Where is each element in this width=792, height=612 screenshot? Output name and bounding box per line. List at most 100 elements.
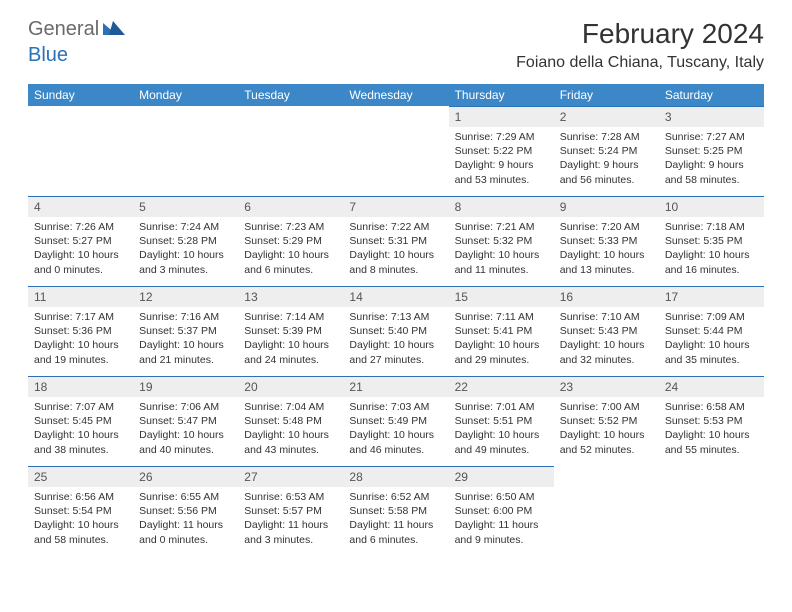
day-header: Monday [133, 84, 238, 106]
day-number: 20 [238, 376, 343, 397]
calendar-day-cell: 12Sunrise: 7:16 AMSunset: 5:37 PMDayligh… [133, 286, 238, 376]
day-details: Sunrise: 7:21 AMSunset: 5:32 PMDaylight:… [449, 217, 554, 283]
day-header: Sunday [28, 84, 133, 106]
day-details: Sunrise: 7:23 AMSunset: 5:29 PMDaylight:… [238, 217, 343, 283]
calendar-week-row: 25Sunrise: 6:56 AMSunset: 5:54 PMDayligh… [28, 466, 764, 556]
calendar-day-cell: 11Sunrise: 7:17 AMSunset: 5:36 PMDayligh… [28, 286, 133, 376]
day-details: Sunrise: 7:04 AMSunset: 5:48 PMDaylight:… [238, 397, 343, 463]
day-details: Sunrise: 6:56 AMSunset: 5:54 PMDaylight:… [28, 487, 133, 553]
day-details: Sunrise: 7:11 AMSunset: 5:41 PMDaylight:… [449, 307, 554, 373]
day-number: 26 [133, 466, 238, 487]
day-number: 23 [554, 376, 659, 397]
day-details: Sunrise: 7:03 AMSunset: 5:49 PMDaylight:… [343, 397, 448, 463]
calendar-day-cell: 28Sunrise: 6:52 AMSunset: 5:58 PMDayligh… [343, 466, 448, 556]
calendar-day-cell: 16Sunrise: 7:10 AMSunset: 5:43 PMDayligh… [554, 286, 659, 376]
calendar-day-cell: 1Sunrise: 7:29 AMSunset: 5:22 PMDaylight… [449, 106, 554, 196]
day-details: Sunrise: 7:20 AMSunset: 5:33 PMDaylight:… [554, 217, 659, 283]
brand-logo: General [28, 18, 127, 41]
calendar-day-cell [133, 106, 238, 196]
calendar-day-cell: 26Sunrise: 6:55 AMSunset: 5:56 PMDayligh… [133, 466, 238, 556]
day-details: Sunrise: 7:10 AMSunset: 5:43 PMDaylight:… [554, 307, 659, 373]
brand-text-2: Blue [28, 44, 68, 66]
day-number: 18 [28, 376, 133, 397]
calendar-week-row: 11Sunrise: 7:17 AMSunset: 5:36 PMDayligh… [28, 286, 764, 376]
day-number: 12 [133, 286, 238, 307]
day-number: 9 [554, 196, 659, 217]
page-header: General February 2024 Foiano della Chian… [0, 0, 792, 80]
location-subtitle: Foiano della Chiana, Tuscany, Italy [516, 54, 764, 72]
day-details: Sunrise: 7:07 AMSunset: 5:45 PMDaylight:… [28, 397, 133, 463]
calendar-day-cell: 18Sunrise: 7:07 AMSunset: 5:45 PMDayligh… [28, 376, 133, 466]
calendar-day-cell: 25Sunrise: 6:56 AMSunset: 5:54 PMDayligh… [28, 466, 133, 556]
title-block: February 2024 Foiano della Chiana, Tusca… [516, 18, 764, 72]
day-details: Sunrise: 7:22 AMSunset: 5:31 PMDaylight:… [343, 217, 448, 283]
calendar-table: SundayMondayTuesdayWednesdayThursdayFrid… [28, 84, 764, 556]
calendar-day-cell: 3Sunrise: 7:27 AMSunset: 5:25 PMDaylight… [659, 106, 764, 196]
day-details: Sunrise: 7:27 AMSunset: 5:25 PMDaylight:… [659, 127, 764, 193]
day-details: Sunrise: 7:16 AMSunset: 5:37 PMDaylight:… [133, 307, 238, 373]
day-details: Sunrise: 6:50 AMSunset: 6:00 PMDaylight:… [449, 487, 554, 553]
day-number: 16 [554, 286, 659, 307]
day-header: Saturday [659, 84, 764, 106]
day-number: 25 [28, 466, 133, 487]
calendar-day-cell: 15Sunrise: 7:11 AMSunset: 5:41 PMDayligh… [449, 286, 554, 376]
calendar-day-cell [28, 106, 133, 196]
calendar-day-cell: 4Sunrise: 7:26 AMSunset: 5:27 PMDaylight… [28, 196, 133, 286]
day-number: 28 [343, 466, 448, 487]
calendar-day-cell: 29Sunrise: 6:50 AMSunset: 6:00 PMDayligh… [449, 466, 554, 556]
calendar-day-cell [659, 466, 764, 556]
day-header: Wednesday [343, 84, 448, 106]
day-number: 24 [659, 376, 764, 397]
calendar-day-cell [238, 106, 343, 196]
month-title: February 2024 [516, 18, 764, 50]
calendar-day-cell: 7Sunrise: 7:22 AMSunset: 5:31 PMDaylight… [343, 196, 448, 286]
calendar-week-row: 4Sunrise: 7:26 AMSunset: 5:27 PMDaylight… [28, 196, 764, 286]
day-details: Sunrise: 6:53 AMSunset: 5:57 PMDaylight:… [238, 487, 343, 553]
day-number: 22 [449, 376, 554, 397]
calendar-day-cell: 13Sunrise: 7:14 AMSunset: 5:39 PMDayligh… [238, 286, 343, 376]
day-number: 7 [343, 196, 448, 217]
day-number: 14 [343, 286, 448, 307]
day-number: 10 [659, 196, 764, 217]
calendar-day-cell [343, 106, 448, 196]
calendar-day-cell: 17Sunrise: 7:09 AMSunset: 5:44 PMDayligh… [659, 286, 764, 376]
day-header: Friday [554, 84, 659, 106]
day-details: Sunrise: 7:28 AMSunset: 5:24 PMDaylight:… [554, 127, 659, 193]
calendar-day-cell: 5Sunrise: 7:24 AMSunset: 5:28 PMDaylight… [133, 196, 238, 286]
day-number: 21 [343, 376, 448, 397]
brand-text-1: General [28, 18, 99, 41]
calendar-day-cell: 10Sunrise: 7:18 AMSunset: 5:35 PMDayligh… [659, 196, 764, 286]
day-number: 19 [133, 376, 238, 397]
day-number: 13 [238, 286, 343, 307]
day-details: Sunrise: 7:18 AMSunset: 5:35 PMDaylight:… [659, 217, 764, 283]
day-header-row: SundayMondayTuesdayWednesdayThursdayFrid… [28, 84, 764, 106]
calendar-day-cell [554, 466, 659, 556]
day-details: Sunrise: 6:52 AMSunset: 5:58 PMDaylight:… [343, 487, 448, 553]
day-details: Sunrise: 7:24 AMSunset: 5:28 PMDaylight:… [133, 217, 238, 283]
day-details: Sunrise: 7:14 AMSunset: 5:39 PMDaylight:… [238, 307, 343, 373]
calendar-day-cell: 21Sunrise: 7:03 AMSunset: 5:49 PMDayligh… [343, 376, 448, 466]
day-number: 3 [659, 106, 764, 127]
day-number: 4 [28, 196, 133, 217]
day-details: Sunrise: 7:01 AMSunset: 5:51 PMDaylight:… [449, 397, 554, 463]
day-details: Sunrise: 6:58 AMSunset: 5:53 PMDaylight:… [659, 397, 764, 463]
day-number: 15 [449, 286, 554, 307]
day-number: 5 [133, 196, 238, 217]
calendar-day-cell: 20Sunrise: 7:04 AMSunset: 5:48 PMDayligh… [238, 376, 343, 466]
day-details: Sunrise: 7:29 AMSunset: 5:22 PMDaylight:… [449, 127, 554, 193]
calendar-week-row: 18Sunrise: 7:07 AMSunset: 5:45 PMDayligh… [28, 376, 764, 466]
calendar-day-cell: 8Sunrise: 7:21 AMSunset: 5:32 PMDaylight… [449, 196, 554, 286]
calendar-week-row: 1Sunrise: 7:29 AMSunset: 5:22 PMDaylight… [28, 106, 764, 196]
calendar-day-cell: 2Sunrise: 7:28 AMSunset: 5:24 PMDaylight… [554, 106, 659, 196]
day-number: 6 [238, 196, 343, 217]
day-number: 27 [238, 466, 343, 487]
calendar-day-cell: 19Sunrise: 7:06 AMSunset: 5:47 PMDayligh… [133, 376, 238, 466]
day-details: Sunrise: 7:00 AMSunset: 5:52 PMDaylight:… [554, 397, 659, 463]
day-details: Sunrise: 6:55 AMSunset: 5:56 PMDaylight:… [133, 487, 238, 553]
calendar-day-cell: 6Sunrise: 7:23 AMSunset: 5:29 PMDaylight… [238, 196, 343, 286]
day-details: Sunrise: 7:26 AMSunset: 5:27 PMDaylight:… [28, 217, 133, 283]
day-number: 8 [449, 196, 554, 217]
calendar-body: 1Sunrise: 7:29 AMSunset: 5:22 PMDaylight… [28, 106, 764, 556]
day-header: Thursday [449, 84, 554, 106]
calendar-day-cell: 14Sunrise: 7:13 AMSunset: 5:40 PMDayligh… [343, 286, 448, 376]
